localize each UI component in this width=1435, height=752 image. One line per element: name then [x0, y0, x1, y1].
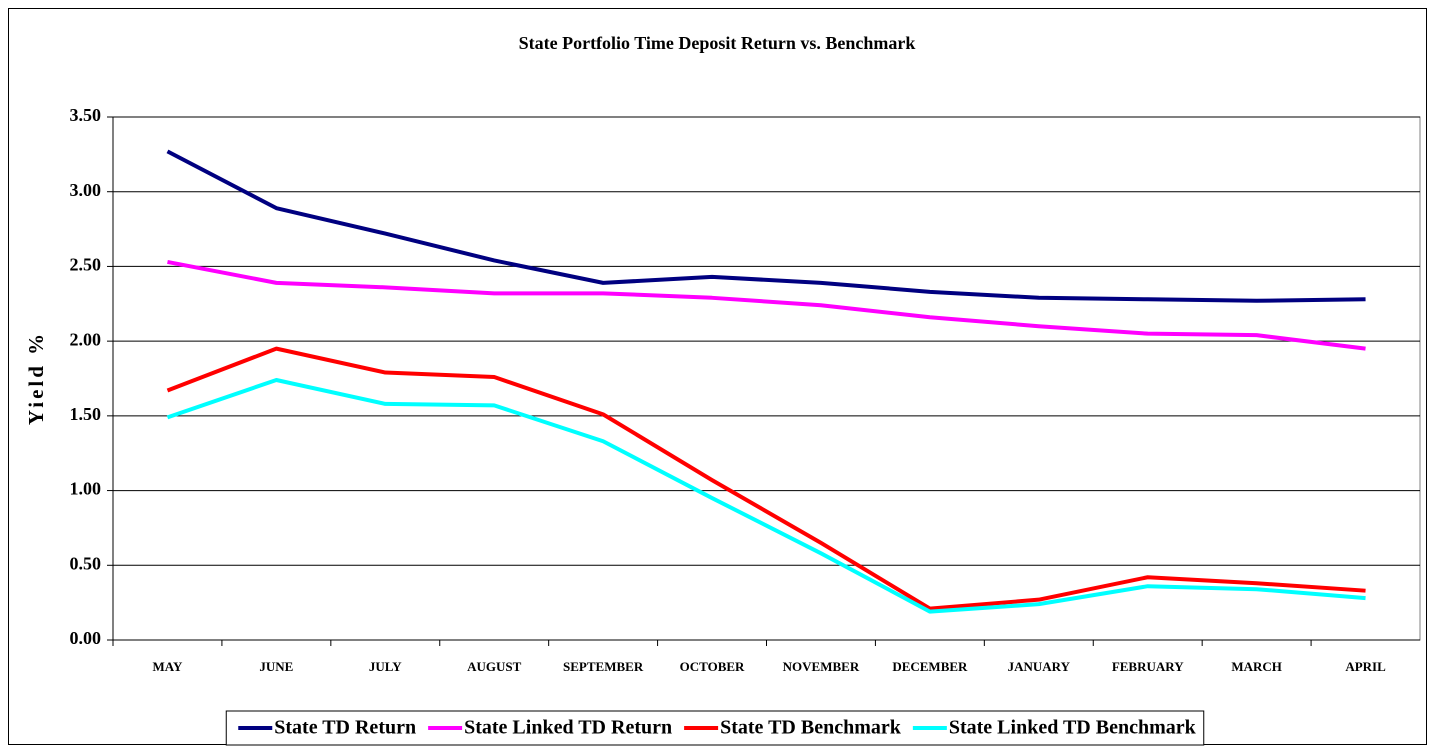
- x-tick-label: MAY: [153, 659, 183, 674]
- x-tick-label: MARCH: [1231, 659, 1282, 674]
- x-tick-label: JANUARY: [1008, 659, 1071, 674]
- y-tick-label: 3.00: [70, 180, 102, 200]
- x-tick-label: NOVEMBER: [783, 659, 860, 674]
- y-tick-label: 1.00: [70, 479, 102, 499]
- x-tick-label: SEPTEMBER: [563, 659, 644, 674]
- x-tick-label: DECEMBER: [892, 659, 968, 674]
- plot-area: [112, 116, 1421, 641]
- legend-label: State Linked TD Return: [464, 717, 672, 739]
- y-tick-label: 1.50: [70, 404, 102, 424]
- series-line: [166, 346, 1366, 611]
- x-tick-label: FEBRUARY: [1112, 659, 1184, 674]
- x-tick-label: JULY: [369, 659, 402, 674]
- series-line: [167, 259, 1366, 351]
- y-tick-label: 0.50: [70, 553, 102, 573]
- y-tick-label: 2.50: [70, 255, 102, 275]
- series-line: [166, 149, 1366, 303]
- x-tick-label: APRIL: [1345, 659, 1386, 674]
- chart-title: State Portfolio Time Deposit Return vs. …: [519, 33, 916, 53]
- legend-label: State TD Benchmark: [720, 717, 902, 739]
- x-tick-label: AUGUST: [467, 659, 522, 674]
- x-tick-label: OCTOBER: [680, 659, 745, 674]
- legend-label: State TD Return: [274, 717, 416, 739]
- y-axis-label: Yield %: [24, 331, 48, 425]
- y-tick-label: 0.00: [70, 628, 102, 648]
- legend-label: State Linked TD Benchmark: [949, 717, 1197, 739]
- series-line: [166, 377, 1366, 614]
- y-tick-label: 3.50: [70, 105, 102, 125]
- x-tick-label: JUNE: [259, 659, 293, 674]
- y-tick-label: 2.00: [70, 329, 102, 349]
